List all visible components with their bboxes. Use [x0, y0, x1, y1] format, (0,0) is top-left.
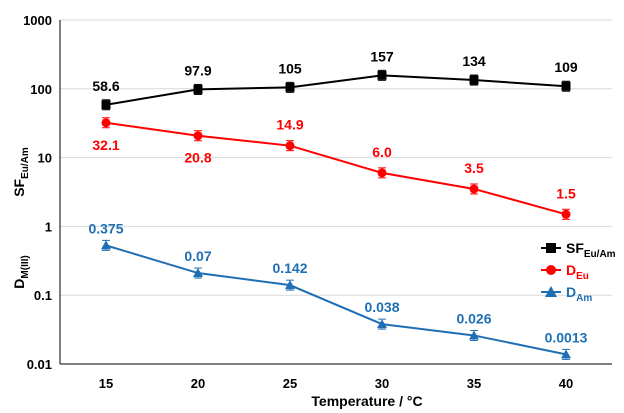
point-deu — [561, 209, 571, 219]
legend-label-dam: D — [566, 284, 576, 300]
series-group — [101, 69, 571, 360]
y-axis-title-bottom: DM(III) — [11, 255, 31, 288]
point-dam — [469, 330, 479, 340]
data-label-deu: 6.0 — [372, 144, 392, 160]
legend: SFEu/Am DEu DAm — [541, 240, 616, 304]
x-tick-label: 15 — [99, 376, 113, 391]
legend-item-deu: DEu — [541, 262, 589, 282]
point-deu — [285, 141, 295, 151]
svg-text:SFEu/Am: SFEu/Am — [11, 147, 31, 197]
point-sf — [469, 75, 479, 85]
x-tick-label: 20 — [191, 376, 205, 391]
legend-item-dam: DAm — [541, 284, 592, 304]
y-tick-label: 1 — [45, 219, 52, 234]
point-sf — [285, 82, 295, 92]
data-label-sf: 157 — [370, 48, 394, 64]
point-dam — [193, 268, 203, 278]
data-label-sf: 134 — [462, 53, 486, 69]
point-deu — [469, 184, 479, 194]
series-line-sf — [105, 74, 567, 106]
data-label-dam: 0.038 — [364, 299, 399, 315]
x-tick-label: 30 — [375, 376, 389, 391]
x-tick-label: 40 — [559, 376, 573, 391]
svg-text:DM(III): DM(III) — [11, 255, 31, 288]
data-label-deu: 3.5 — [464, 160, 484, 176]
series-line-deu — [105, 121, 567, 216]
data-label-deu: 20.8 — [184, 150, 211, 166]
legend-label-deu-sub: Eu — [576, 271, 589, 282]
data-label-sf: 105 — [278, 60, 302, 76]
data-label-dam: 0.0013 — [545, 329, 588, 345]
series-deu — [101, 117, 571, 220]
data-label-sf: 97.9 — [184, 62, 211, 78]
legend-label-sf: SF — [566, 240, 584, 256]
y-tick-label: 100 — [30, 82, 52, 97]
svg-text:DAm: DAm — [566, 284, 592, 304]
x-tick-label: 25 — [283, 376, 297, 391]
data-label-sf: 58.6 — [92, 78, 119, 94]
point-sf — [561, 81, 571, 91]
legend-label-sf-sub: Eu/Am — [584, 249, 616, 260]
svg-text:DEu: DEu — [566, 262, 589, 282]
legend-label-dam-sub: Am — [576, 293, 592, 304]
data-label-dam: 0.026 — [456, 310, 491, 326]
point-dam — [285, 280, 295, 290]
point-deu — [193, 131, 203, 141]
y-axis-title-top: SFEu/Am — [11, 147, 31, 197]
y-tick-label: 0.01 — [27, 357, 52, 372]
y-axis-title-d-sub: M(III) — [20, 255, 31, 278]
point-sf — [193, 84, 203, 94]
axes: 0.01 0.1 1 10 100 1000 15 20 25 30 35 40 — [23, 13, 612, 391]
gridlines — [60, 19, 612, 296]
data-label-deu: 1.5 — [556, 185, 576, 201]
legend-marker-deu — [546, 265, 556, 275]
series-dam — [101, 239, 571, 360]
y-axis-title-sf: SF — [11, 178, 27, 196]
y-tick-label: 10 — [38, 151, 52, 166]
data-label-deu: 14.9 — [276, 117, 303, 133]
legend-item-sf: SFEu/Am — [541, 240, 616, 260]
data-label-dam: 0.07 — [184, 248, 211, 264]
svg-text:SFEu/Am: SFEu/Am — [566, 240, 616, 260]
y-axis-title-d: D — [11, 279, 27, 289]
data-label-deu: 32.1 — [92, 137, 119, 153]
y-tick-label: 1000 — [23, 13, 52, 28]
point-dam — [561, 349, 571, 359]
point-deu — [101, 118, 111, 128]
legend-label-deu: D — [566, 262, 576, 278]
point-sf — [101, 100, 111, 110]
data-label-sf: 109 — [554, 59, 578, 75]
data-labels: 58.6 97.9 105 157 134 109 32.1 20.8 14.9 6.0 3.5 1.… — [88, 48, 587, 345]
series-sf — [101, 69, 571, 111]
point-dam — [101, 240, 111, 250]
legend-marker-sf — [546, 243, 556, 253]
y-axis-title-sf-sub: Eu/Am — [20, 147, 31, 179]
point-dam — [377, 319, 387, 329]
data-label-dam: 0.375 — [88, 220, 123, 236]
data-label-dam: 0.142 — [272, 260, 307, 276]
y-tick-label: 0.1 — [34, 288, 52, 303]
x-tick-label: 35 — [467, 376, 481, 391]
series-line-dam — [105, 244, 567, 356]
legend-marker-dam — [545, 286, 557, 297]
x-axis-title: Temperature / °C — [311, 393, 422, 409]
point-deu — [377, 168, 387, 178]
point-sf — [377, 70, 387, 80]
